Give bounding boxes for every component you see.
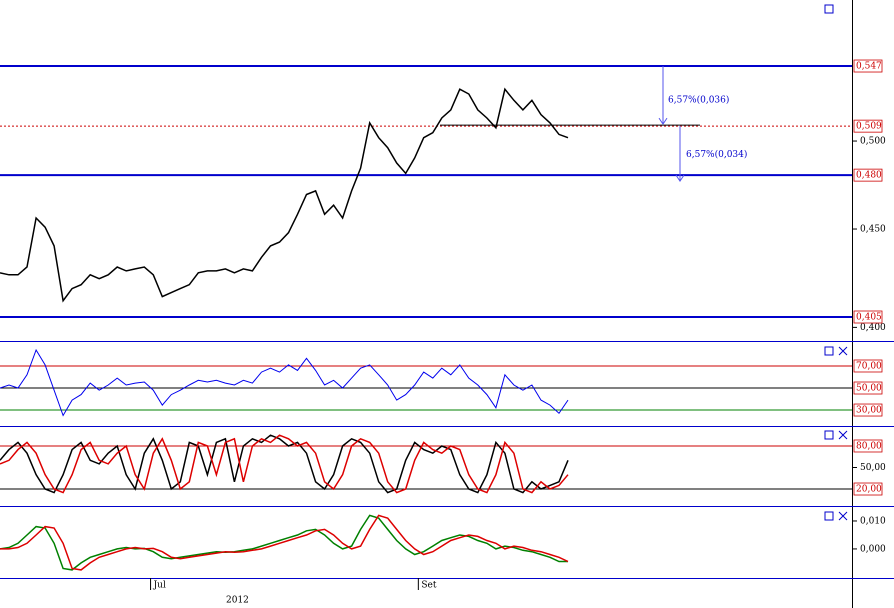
level-label: 70,00 (856, 361, 882, 371)
level-label: 50,00 (856, 384, 882, 394)
level-box (853, 439, 883, 453)
level-box (853, 482, 883, 496)
y-tick-label: 0,400 (860, 323, 886, 333)
series-line (0, 87, 569, 303)
icon[interactable] (824, 511, 834, 521)
level-box (853, 381, 883, 395)
icon[interactable] (824, 430, 834, 440)
x-tick-label: Jul (153, 581, 166, 591)
icon[interactable] (824, 346, 834, 356)
level-label: 0,547 (856, 62, 882, 72)
series-line (0, 514, 569, 571)
level-label: 0,509 (856, 122, 882, 132)
series-line (0, 514, 568, 571)
icon[interactable] (838, 430, 848, 440)
icon[interactable] (838, 346, 848, 356)
level-label: 80,00 (856, 441, 882, 451)
level-box (853, 168, 883, 182)
level-box (853, 310, 883, 324)
series-line (0, 348, 569, 417)
level-box (853, 359, 883, 373)
panel-icons (824, 4, 848, 521)
x-tick-label: Set (421, 581, 436, 591)
level-label: 0,480 (856, 171, 882, 181)
y-tick-label: 0,000 (860, 544, 886, 554)
y-tick-label: 0,500 (860, 137, 886, 147)
y-tick-label: 50,00 (860, 463, 886, 473)
icon[interactable] (824, 4, 834, 14)
level-box (853, 403, 883, 417)
annotation: 6,57%(0,034) (686, 149, 747, 160)
y-tick-label: 0,450 (860, 225, 886, 235)
level-label: 20,00 (856, 485, 882, 495)
arrow (675, 126, 685, 183)
y-tick-label: 0,010 (860, 516, 886, 526)
level-box (853, 59, 883, 73)
series-line (0, 434, 569, 494)
level-label: 0,405 (856, 313, 882, 323)
level-label: 30,00 (856, 406, 882, 416)
level-box (853, 119, 883, 133)
annotation: 6,57%(0,036) (668, 95, 729, 106)
icon[interactable] (838, 511, 848, 521)
series-line (0, 434, 569, 494)
arrow (658, 66, 668, 126)
year-label: 2012 (226, 596, 249, 606)
